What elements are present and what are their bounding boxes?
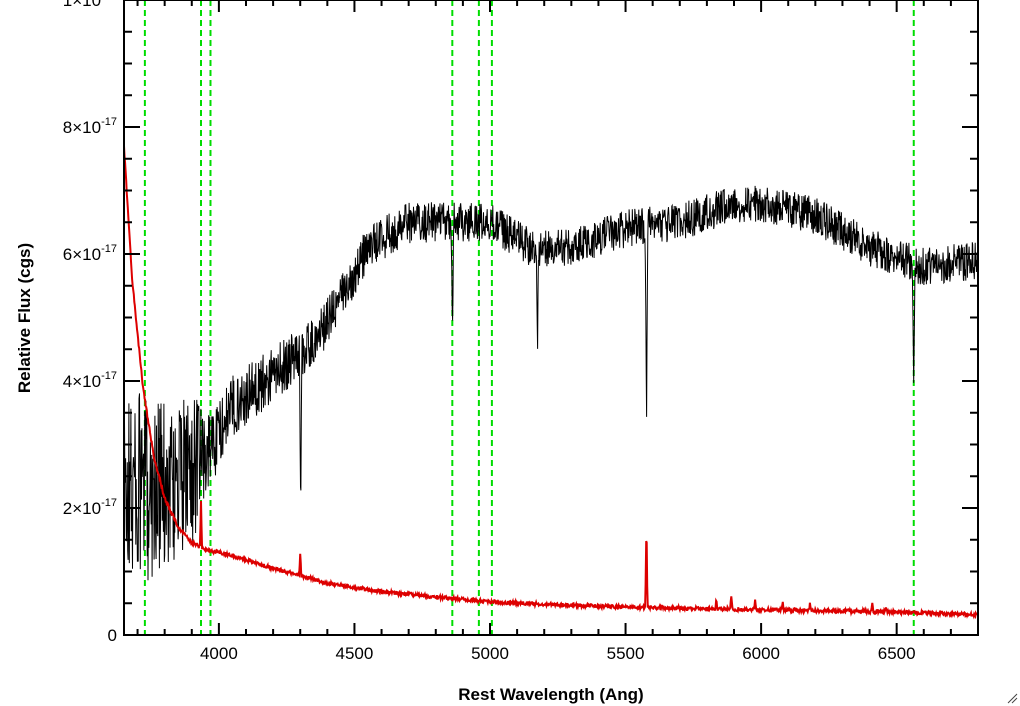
x-tick-label: 6500 xyxy=(878,644,916,663)
line-markers xyxy=(143,0,915,635)
y-tick-label: 2×10-17 xyxy=(63,497,117,518)
axes xyxy=(123,0,979,636)
plot-frame xyxy=(123,0,979,636)
y-tick-label: 1×10-16 xyxy=(63,0,117,10)
x-tick-label: 6000 xyxy=(742,644,780,663)
y-axis-title: Relative Flux (cgs) xyxy=(15,243,34,393)
y-tick-label: 8×10-17 xyxy=(63,116,117,137)
x-tick-label: 4500 xyxy=(336,644,374,663)
x-tick-label: 5000 xyxy=(471,644,509,663)
x-tick-label: 5500 xyxy=(607,644,645,663)
x-tick-label: 4000 xyxy=(200,644,238,663)
resize-grip-icon[interactable] xyxy=(1006,692,1018,704)
model-spectrum-line xyxy=(123,146,979,620)
y-tick-label: 0 xyxy=(108,626,117,645)
x-axis-title: Rest Wavelength (Ang) xyxy=(458,685,643,704)
y-tick-label: 6×10-17 xyxy=(63,243,117,264)
y-tick-label: 4×10-17 xyxy=(63,370,117,391)
tick-labels: 4000 4500 5000 5500 6000 6500 0 2×10-17 4×10-17 6… xyxy=(63,0,916,663)
observed-spectrum-line xyxy=(123,185,979,581)
spectrum-series xyxy=(123,146,979,620)
